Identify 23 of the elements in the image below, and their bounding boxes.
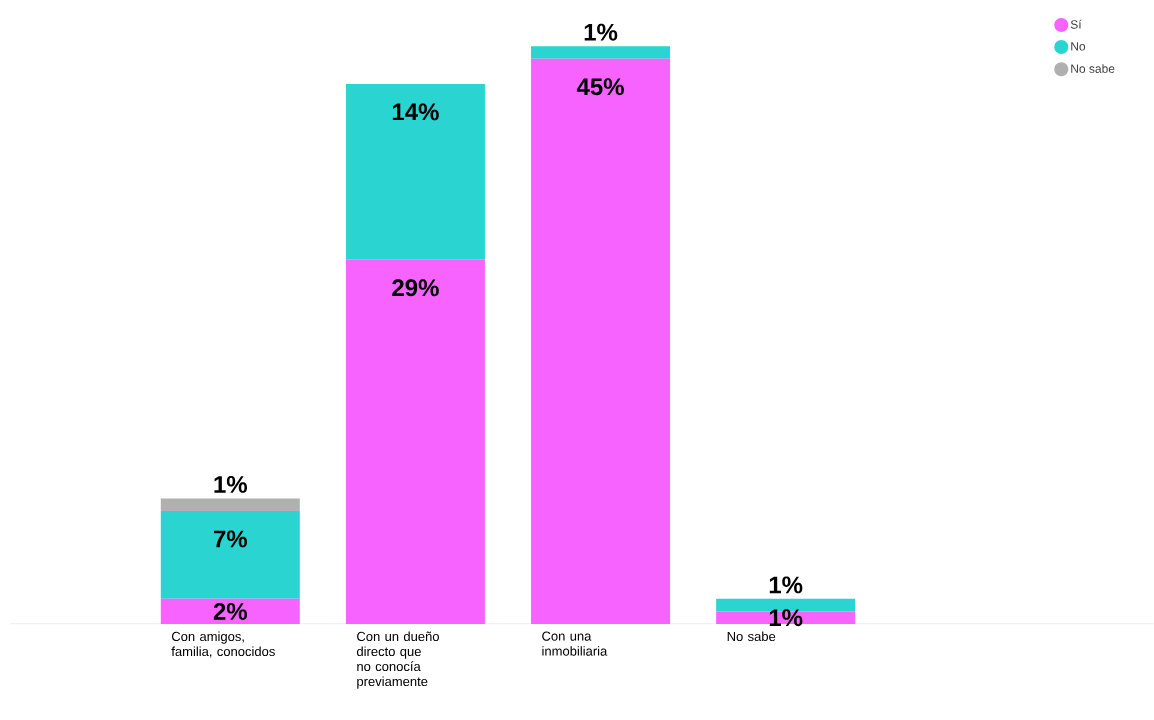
data-label: 1% bbox=[214, 475, 247, 493]
x-tick-label: Con amigos, familia, conocidos bbox=[171, 631, 275, 658]
bar bbox=[345, 83, 485, 260]
x-tick-label: No sabe bbox=[727, 631, 776, 642]
x-tick-label: Con una inmobiliaria bbox=[542, 631, 608, 656]
bar bbox=[531, 58, 671, 624]
legend-label: No bbox=[1071, 42, 1086, 51]
data-label: 7% bbox=[213, 530, 247, 548]
bar bbox=[160, 598, 300, 624]
bar bbox=[345, 259, 485, 624]
bar bbox=[531, 46, 671, 59]
x-tick-label: Con un dueño directo que no conocía previamente bbox=[356, 631, 439, 689]
data-label: 1% bbox=[769, 609, 803, 627]
data-label: 1% bbox=[584, 23, 618, 41]
data-label: 29% bbox=[392, 279, 439, 297]
legend-label: Sí bbox=[1070, 19, 1082, 29]
data-label: 45% bbox=[576, 78, 624, 96]
bar bbox=[160, 498, 300, 511]
legend-label: No sabe bbox=[1071, 64, 1115, 73]
bar bbox=[160, 510, 300, 599]
data-label: 14% bbox=[392, 103, 439, 121]
data-label: 1% bbox=[769, 576, 803, 594]
data-label: 2% bbox=[213, 602, 247, 620]
